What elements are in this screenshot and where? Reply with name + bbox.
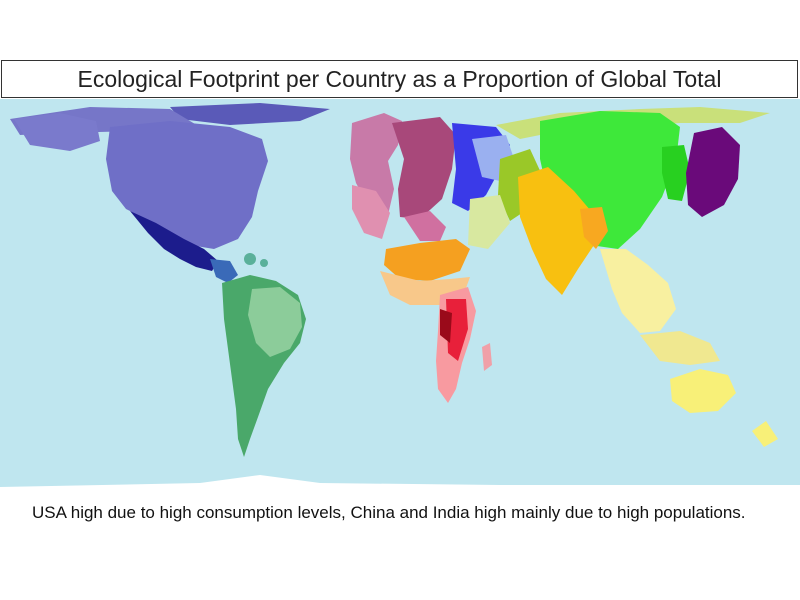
region-korea bbox=[662, 145, 690, 201]
region-new-zealand bbox=[752, 421, 778, 447]
region-japan bbox=[686, 127, 740, 217]
region-madagascar bbox=[482, 343, 492, 371]
region-iberia bbox=[352, 185, 390, 239]
region-europe-central bbox=[392, 117, 456, 219]
region-africa-horn bbox=[440, 309, 452, 343]
region-india bbox=[518, 167, 596, 295]
map-title-box: Ecological Footprint per Country as a Pr… bbox=[1, 60, 798, 98]
map-title: Ecological Footprint per Country as a Pr… bbox=[77, 65, 722, 92]
region-southeast-asia bbox=[600, 249, 676, 333]
world-cartogram bbox=[0, 99, 800, 491]
region-mexico bbox=[130, 211, 218, 271]
region-alaska bbox=[14, 113, 100, 151]
region-indonesia bbox=[640, 331, 720, 365]
region-antarctica bbox=[0, 475, 800, 491]
caption-text: USA high due to high consumption levels,… bbox=[32, 503, 746, 522]
region-greenland bbox=[170, 103, 330, 125]
region-bangladesh bbox=[580, 207, 608, 249]
region-central-america bbox=[210, 259, 238, 283]
region-caribbean-2 bbox=[260, 259, 268, 267]
region-australia bbox=[670, 369, 736, 413]
region-italy-balkans bbox=[404, 211, 446, 241]
cartogram-svg bbox=[0, 99, 800, 491]
region-north-america bbox=[106, 121, 268, 249]
region-middle-east bbox=[384, 239, 470, 281]
region-caucasus bbox=[468, 195, 510, 249]
region-brazil bbox=[248, 287, 302, 357]
region-caribbean bbox=[244, 253, 256, 265]
